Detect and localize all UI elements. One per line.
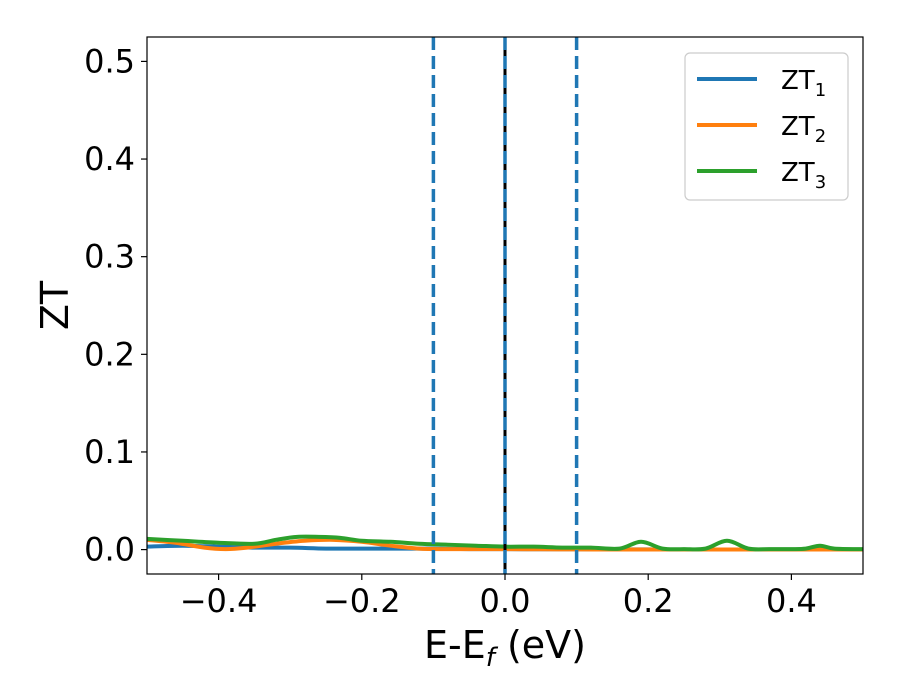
x-tick-label: −0.4 (180, 582, 258, 620)
legend-box (684, 52, 849, 201)
series-line-zt3 (147, 534, 863, 552)
y-tick-label: 0.3 (84, 238, 135, 276)
x-tick-label: −0.2 (323, 582, 401, 620)
x-tick-label: 0.4 (766, 582, 817, 620)
x-tick-label: 0.0 (480, 582, 531, 620)
legend-label-zt1: ZT1 (781, 66, 826, 101)
y-tick-label: 0.1 (84, 433, 135, 471)
legend-label-zt2: ZT2 (781, 112, 826, 147)
y-axis-title: ZT (33, 280, 77, 330)
plot-area (147, 37, 863, 574)
legend-label-zt3: ZT3 (781, 158, 826, 193)
legend: ZT1 ZT2 ZT3 (684, 52, 849, 201)
x-axis-title: E-Ef (eV) (424, 623, 586, 673)
y-tick-label: 0.5 (84, 42, 135, 80)
y-tick-label: 0.2 (84, 335, 135, 373)
series-line-zt2 (147, 537, 863, 552)
axes: −0.4 −0.2 0.0 0.2 0.4 0.0 0.1 0.2 0.3 0.4 0.5 E-Ef … (33, 36, 864, 673)
y-tick-label: 0.0 (84, 531, 135, 569)
y-tick-label: 0.4 (84, 140, 135, 178)
x-tick-label: 0.2 (623, 582, 674, 620)
